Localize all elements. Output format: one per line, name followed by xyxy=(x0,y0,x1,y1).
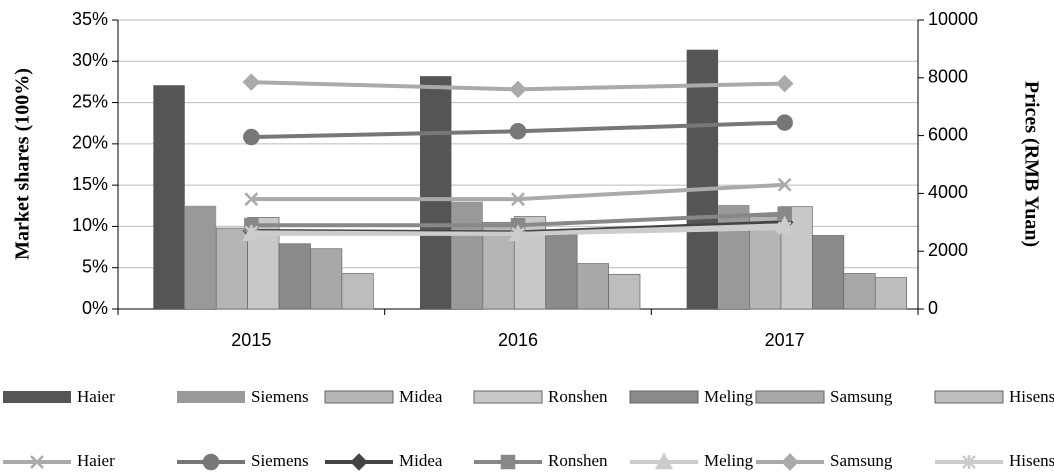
point xyxy=(777,177,792,192)
y2-tick-label: 10000 xyxy=(928,9,978,29)
bar xyxy=(718,204,750,309)
legend-swatch xyxy=(934,390,1004,404)
x-tick-label: 2017 xyxy=(765,330,805,350)
legend-label: Midea xyxy=(399,387,443,406)
bar xyxy=(749,216,782,310)
y2-axis-label: Prices (RMB Yuan) xyxy=(1020,81,1042,247)
legend-label: Siemens xyxy=(251,387,309,406)
legend-swatch xyxy=(177,391,245,403)
legend-marker xyxy=(500,454,516,470)
bar xyxy=(341,273,374,310)
y-axis-label: Market shares (100%) xyxy=(12,68,34,260)
legend-label: Haier xyxy=(77,387,115,406)
bar xyxy=(215,227,248,310)
y2-tick-label: 8000 xyxy=(928,67,968,87)
bar xyxy=(451,201,483,309)
legend-swatch xyxy=(629,390,699,404)
legend-swatch xyxy=(324,390,394,404)
y-tick-label: 0% xyxy=(82,298,108,318)
legend-marker xyxy=(962,455,976,469)
bar xyxy=(874,277,908,310)
legend-marker xyxy=(654,452,674,470)
point xyxy=(776,114,793,131)
y-tick-label: 25% xyxy=(72,91,108,111)
bar xyxy=(576,263,609,310)
point xyxy=(509,80,527,99)
y2-tick-label: 6000 xyxy=(928,124,968,144)
x-tick-label: 2016 xyxy=(498,330,538,350)
y2-tick-label: 4000 xyxy=(928,182,968,202)
legend-label: Ronshen xyxy=(548,387,608,406)
legend-swatch xyxy=(3,391,71,403)
point xyxy=(244,225,259,240)
legend-label: Meling xyxy=(704,387,754,406)
y2-tick-label: 0 xyxy=(928,298,938,318)
legend-swatch xyxy=(755,390,825,404)
legend-label: Samsung xyxy=(830,387,893,406)
point xyxy=(244,192,259,207)
y-tick-label: 15% xyxy=(72,174,108,194)
legend-label: Ronshen xyxy=(548,451,608,470)
y-tick-label: 10% xyxy=(72,215,108,235)
x-tick-label: 2015 xyxy=(231,330,271,350)
bar xyxy=(482,221,515,310)
bar xyxy=(608,273,641,310)
y2-tick-label: 2000 xyxy=(928,240,968,260)
legend-label: Siemens xyxy=(251,451,309,470)
point xyxy=(243,128,260,146)
y-tick-label: 35% xyxy=(72,9,108,29)
y-tick-label: 5% xyxy=(82,256,108,276)
point xyxy=(509,123,527,140)
bar xyxy=(153,85,185,309)
point xyxy=(511,192,525,207)
legend-label: Samsung xyxy=(830,451,893,470)
point xyxy=(242,73,261,91)
legend-marker xyxy=(350,453,368,471)
bar xyxy=(278,243,311,310)
y-tick-label: 30% xyxy=(72,50,108,70)
legend-label: Midea xyxy=(399,451,443,470)
bar xyxy=(686,49,719,310)
bar xyxy=(812,235,845,310)
legend-swatch xyxy=(473,390,543,404)
legend-marker xyxy=(30,455,44,469)
legend-marker xyxy=(781,453,799,471)
legend-marker xyxy=(202,453,220,471)
legend-label: Hisense xyxy=(1009,451,1054,470)
bar xyxy=(184,205,217,309)
bar xyxy=(545,234,578,310)
legend-label: Hisense xyxy=(1009,387,1054,406)
point xyxy=(775,74,794,93)
y-tick-label: 20% xyxy=(72,133,108,153)
bar xyxy=(420,76,452,309)
point xyxy=(777,221,792,236)
point xyxy=(511,226,525,241)
bar xyxy=(843,273,876,310)
bar xyxy=(310,248,343,310)
legend-label: Haier xyxy=(77,451,115,470)
legend-label: Meling xyxy=(704,451,754,470)
